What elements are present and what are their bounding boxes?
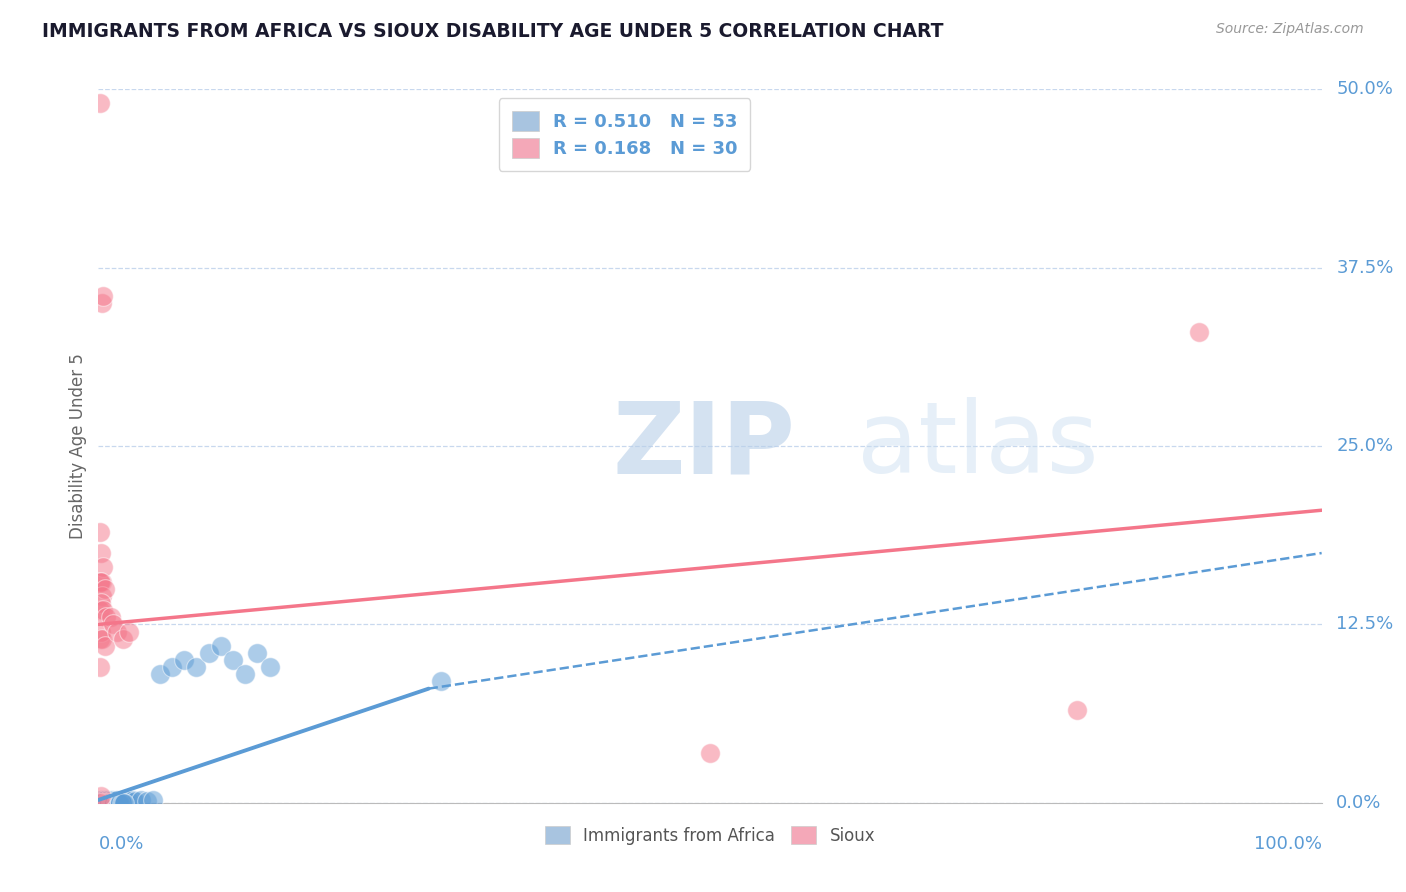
Point — [97, 793, 120, 807]
Point — [186, 660, 208, 674]
Point — [91, 603, 114, 617]
Text: 0.0%: 0.0% — [1336, 794, 1382, 812]
Point — [111, 796, 134, 810]
Point — [90, 624, 112, 639]
Point — [93, 639, 115, 653]
Point — [160, 660, 183, 674]
Point — [94, 610, 117, 624]
Point — [142, 793, 165, 807]
Point — [94, 796, 117, 810]
Point — [101, 796, 124, 810]
Point — [103, 796, 125, 810]
Point — [100, 610, 122, 624]
Point — [91, 632, 114, 646]
Text: IMMIGRANTS FROM AFRICA VS SIOUX DISABILITY AGE UNDER 5 CORRELATION CHART: IMMIGRANTS FROM AFRICA VS SIOUX DISABILI… — [42, 22, 943, 41]
Point — [91, 589, 114, 603]
Point — [93, 796, 115, 810]
Point — [259, 660, 281, 674]
Text: 12.5%: 12.5% — [1336, 615, 1393, 633]
Point — [96, 796, 118, 810]
Point — [90, 574, 112, 589]
Point — [98, 794, 121, 808]
Point — [149, 667, 172, 681]
Text: 25.0%: 25.0% — [1336, 437, 1393, 455]
Text: Source: ZipAtlas.com: Source: ZipAtlas.com — [1216, 22, 1364, 37]
Point — [112, 796, 135, 810]
Point — [111, 794, 134, 808]
Point — [91, 794, 114, 808]
Text: ZIP: ZIP — [612, 398, 794, 494]
Point — [173, 653, 195, 667]
Point — [233, 667, 256, 681]
Point — [94, 794, 117, 808]
Point — [89, 796, 111, 810]
Text: 0.0%: 0.0% — [98, 835, 143, 853]
Point — [197, 646, 219, 660]
Point — [100, 794, 122, 808]
Point — [124, 794, 146, 808]
Point — [105, 624, 128, 639]
Point — [90, 793, 112, 807]
Point — [107, 796, 129, 810]
Point — [89, 603, 111, 617]
Point — [89, 574, 111, 589]
Point — [110, 796, 132, 810]
Point — [1188, 325, 1211, 339]
Point — [97, 796, 120, 810]
Point — [104, 796, 127, 810]
Point — [90, 789, 112, 803]
Point — [105, 793, 128, 807]
Point — [110, 794, 132, 808]
Point — [111, 796, 134, 810]
Point — [105, 796, 128, 810]
Point — [91, 296, 114, 310]
Point — [100, 796, 122, 810]
Point — [121, 793, 143, 807]
Point — [136, 794, 159, 808]
Point — [91, 796, 114, 810]
Point — [114, 793, 136, 807]
Y-axis label: Disability Age Under 5: Disability Age Under 5 — [69, 353, 87, 539]
Point — [91, 560, 114, 574]
Point — [101, 796, 124, 810]
Point — [93, 582, 115, 596]
Point — [111, 632, 134, 646]
Point — [118, 794, 141, 808]
Point — [430, 674, 453, 689]
Point — [98, 796, 121, 810]
Point — [89, 632, 111, 646]
Point — [89, 524, 111, 539]
Point — [90, 796, 112, 810]
Point — [209, 639, 232, 653]
Point — [93, 793, 115, 807]
Point — [90, 596, 112, 610]
Point — [118, 624, 141, 639]
Point — [101, 794, 124, 808]
Point — [222, 653, 245, 667]
Point — [89, 794, 111, 808]
Point — [89, 796, 111, 810]
Text: 37.5%: 37.5% — [1336, 259, 1393, 277]
Point — [91, 796, 114, 810]
Text: 50.0%: 50.0% — [1336, 80, 1393, 98]
Point — [1066, 703, 1088, 717]
Point — [91, 794, 114, 808]
Point — [96, 794, 118, 808]
Point — [246, 646, 269, 660]
Point — [89, 96, 111, 111]
Point — [699, 746, 721, 760]
Text: 100.0%: 100.0% — [1254, 835, 1322, 853]
Point — [129, 793, 152, 807]
Point — [89, 660, 111, 674]
Point — [90, 546, 112, 560]
Point — [101, 793, 124, 807]
Point — [91, 574, 114, 589]
Text: atlas: atlas — [856, 398, 1098, 494]
Point — [101, 617, 124, 632]
Point — [108, 796, 131, 810]
Point — [91, 289, 114, 303]
Legend: Immigrants from Africa, Sioux: Immigrants from Africa, Sioux — [538, 820, 882, 852]
